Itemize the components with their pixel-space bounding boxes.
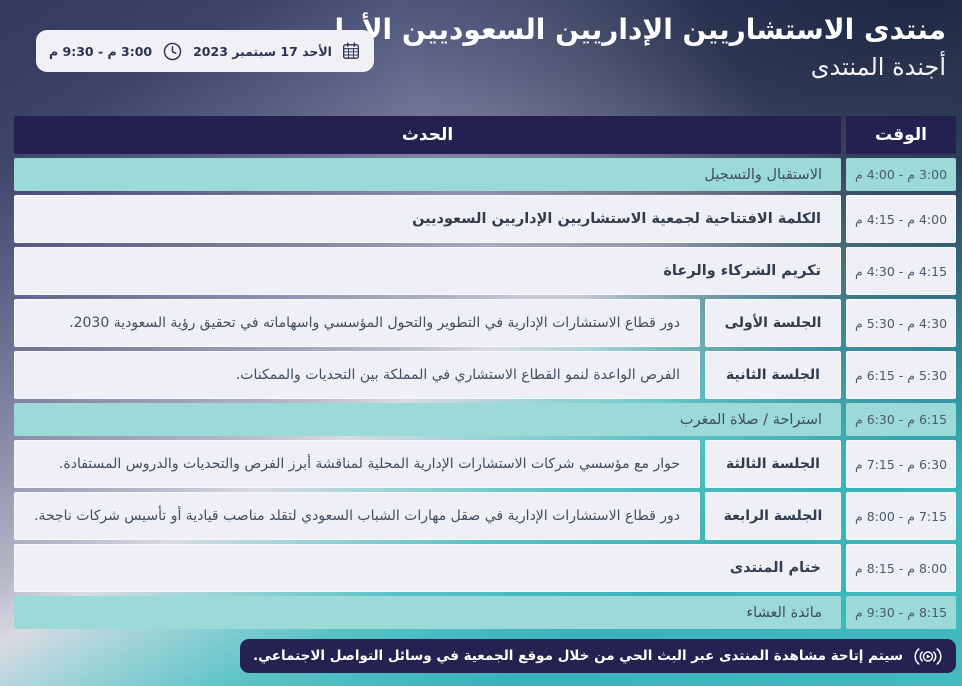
hero-header: منتدى الاستشاريين الإداريين السعوديين ال… xyxy=(320,10,946,83)
event-cell: تكريم الشركاء والرعاة xyxy=(14,247,841,295)
event-cell: دور قطاع الاستشارات الإدارية في التطوير … xyxy=(14,299,700,347)
table-header-row: الوقت الحدث xyxy=(14,116,956,154)
time-cell: 4:00 م - 4:15 م xyxy=(846,195,956,243)
event-cell: حوار مع مؤسسي شركات الاستشارات الإدارية … xyxy=(14,440,700,488)
live-stream-note: سيتم إتاحة مشاهدة المنتدى عبر البث الحي … xyxy=(240,639,956,673)
time-cell: 3:00 م - 4:00 م xyxy=(846,158,956,191)
table-row: 5:30 م - 6:15 م الجلسة الثانية الفرص الو… xyxy=(14,351,956,399)
live-broadcast-icon xyxy=(913,646,943,667)
session-cell: الجلسة الثانية xyxy=(705,351,841,399)
table-row: 8:15 م - 9:30 م مائدة العشاء xyxy=(14,596,956,629)
page-subtitle: أجندة المنتدى xyxy=(810,52,946,81)
date-time-badge: الأحد 17 سبتمبر 2023 3:00 م - 9:30 م xyxy=(36,30,374,72)
time-cell: 7:15 م - 8:00 م xyxy=(846,492,956,540)
calendar-icon xyxy=(341,41,361,61)
session-cell: الجلسة الأولى xyxy=(705,299,841,347)
time-cell: 6:30 م - 7:15 م xyxy=(846,440,956,488)
time-cell: 8:15 م - 9:30 م xyxy=(846,596,956,629)
table-row: 6:30 م - 7:15 م الجلسة الثالثة حوار مع م… xyxy=(14,440,956,488)
time-cell: 4:15 م - 4:30 م xyxy=(846,247,956,295)
time-cell: 8:00 م - 8:15 م xyxy=(846,544,956,592)
event-cell: الفرص الواعدة لنمو القطاع الاستشاري في ا… xyxy=(14,351,700,399)
event-cell: دور قطاع الاستشارات الإدارية في صقل مهار… xyxy=(14,492,700,540)
table-row: 8:00 م - 8:15 م ختام المنتدى xyxy=(14,544,956,592)
live-stream-note-text: سيتم إتاحة مشاهدة المنتدى عبر البث الحي … xyxy=(253,648,903,664)
table-row: 4:00 م - 4:15 م الكلمة الافتتاحية لجمعية… xyxy=(14,195,956,243)
table-row: 3:00 م - 4:00 م الاستقبال والتسجيل xyxy=(14,158,956,191)
clock-icon xyxy=(161,40,184,63)
event-cell: الكلمة الافتتاحية لجمعية الاستشاريين الإ… xyxy=(14,195,841,243)
session-cell: الجلسة الثالثة xyxy=(705,440,841,488)
time-column-header: الوقت xyxy=(846,116,956,154)
event-cell: استراحة / صلاة المغرب xyxy=(14,403,841,436)
time-cell: 4:30 م - 5:30 م xyxy=(846,299,956,347)
table-row: 6:15 م - 6:30 م استراحة / صلاة المغرب xyxy=(14,403,956,436)
time-cell: 6:15 م - 6:30 م xyxy=(846,403,956,436)
session-cell: الجلسة الرابعة xyxy=(705,492,841,540)
table-row: 4:30 م - 5:30 م الجلسة الأولى دور قطاع ا… xyxy=(14,299,956,347)
table-row: 7:15 م - 8:00 م الجلسة الرابعة دور قطاع … xyxy=(14,492,956,540)
event-cell: ختام المنتدى xyxy=(14,544,841,592)
page-title: منتدى الاستشاريين الإداريين السعوديين ال… xyxy=(320,13,946,46)
table-row: 4:15 م - 4:30 م تكريم الشركاء والرعاة xyxy=(14,247,956,295)
event-cell: الاستقبال والتسجيل xyxy=(14,158,841,191)
event-column-header: الحدث xyxy=(14,116,841,154)
event-date: الأحد 17 سبتمبر 2023 xyxy=(193,43,332,59)
event-time-range: 3:00 م - 9:30 م xyxy=(49,43,153,59)
event-cell: مائدة العشاء xyxy=(14,596,841,629)
agenda-table: الوقت الحدث 3:00 م - 4:00 م الاستقبال وا… xyxy=(14,116,956,629)
time-cell: 5:30 م - 6:15 م xyxy=(846,351,956,399)
